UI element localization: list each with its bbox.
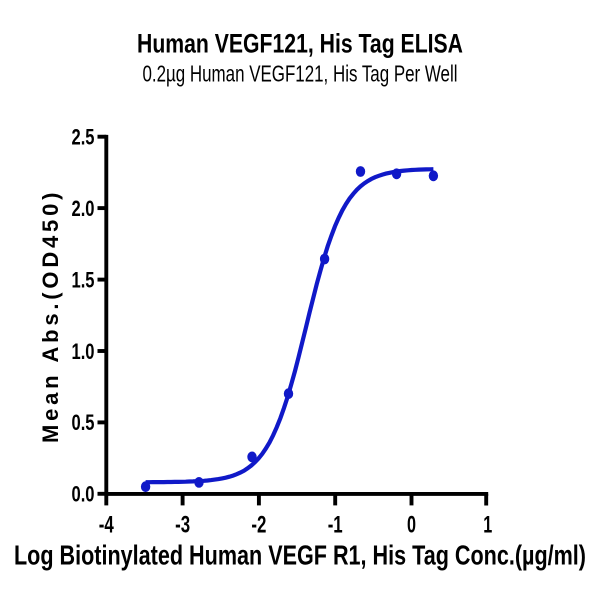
svg-text:0.5: 0.5 bbox=[72, 410, 95, 435]
svg-text:1: 1 bbox=[483, 512, 492, 539]
svg-text:0: 0 bbox=[407, 512, 416, 539]
svg-text:0.0: 0.0 bbox=[72, 482, 95, 507]
svg-text:-2: -2 bbox=[251, 512, 266, 539]
svg-text:1.5: 1.5 bbox=[72, 267, 95, 292]
svg-text:1.0: 1.0 bbox=[72, 339, 95, 364]
svg-text:Mean Abs.(OD450): Mean Abs.(OD450) bbox=[38, 193, 63, 444]
svg-text:-4: -4 bbox=[99, 512, 114, 539]
svg-text:Log Biotinylated Human VEGF R1: Log Biotinylated Human VEGF R1, His Tag … bbox=[14, 539, 586, 570]
svg-text:Human VEGF121, His Tag ELISA: Human VEGF121, His Tag ELISA bbox=[137, 29, 463, 59]
svg-text:-1: -1 bbox=[328, 512, 343, 539]
svg-text:-3: -3 bbox=[175, 512, 190, 539]
svg-text:2.0: 2.0 bbox=[72, 196, 95, 221]
svg-text:2.5: 2.5 bbox=[72, 125, 95, 150]
svg-text:0.2µg Human VEGF121, His Tag P: 0.2µg Human VEGF121, His Tag Per Well bbox=[143, 60, 458, 86]
